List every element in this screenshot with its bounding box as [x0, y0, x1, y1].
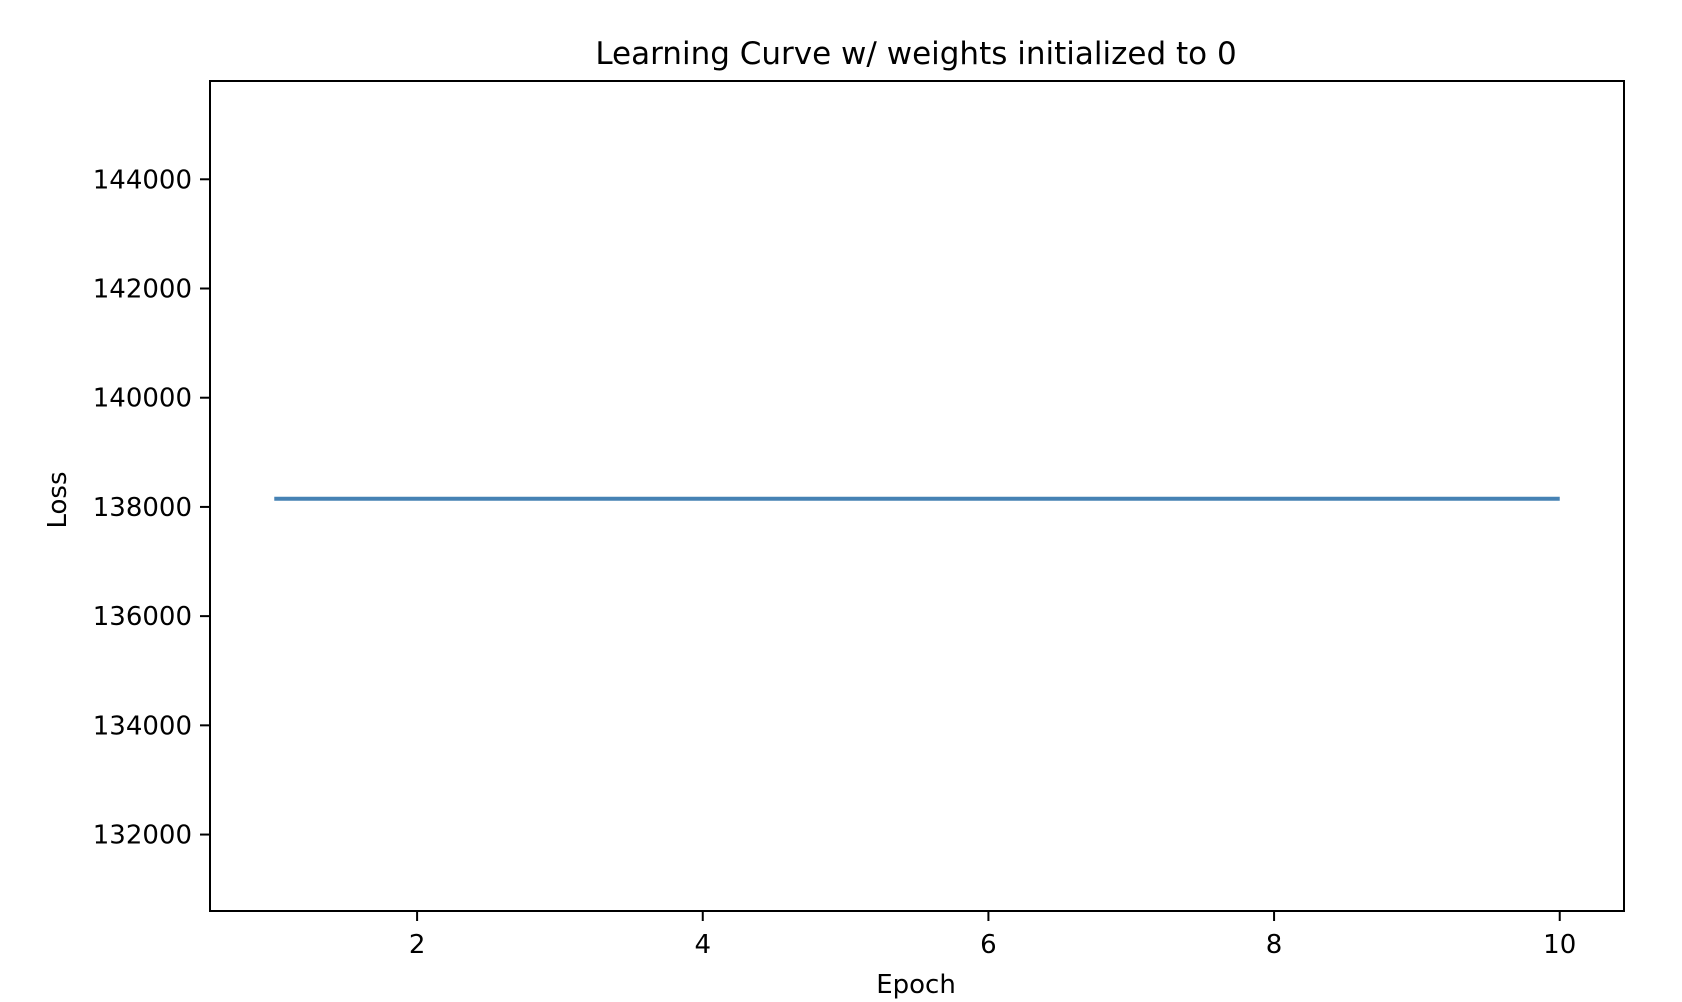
x-tick-label: 8 — [1266, 930, 1283, 960]
y-axis-ticks: 132000 134000 136000 138000 140000 142000 1440… — [93, 165, 210, 851]
x-axis-label: Epoch — [876, 970, 956, 1000]
plot-frame — [209, 80, 1625, 912]
x-tick-label: 6 — [980, 930, 997, 960]
x-tick-label: 10 — [1543, 930, 1576, 960]
x-axis-ticks: 2 4 6 8 10 — [409, 911, 1576, 960]
y-tick-label: 134000 — [93, 711, 192, 741]
y-tick-label: 132000 — [93, 821, 192, 851]
y-tick-label: 142000 — [93, 275, 192, 305]
y-tick-label: 138000 — [93, 493, 192, 523]
y-tick-label: 136000 — [93, 602, 192, 632]
y-axis-label: Loss — [43, 471, 73, 528]
y-tick-label: 140000 — [93, 384, 192, 414]
x-tick-label: 4 — [694, 930, 711, 960]
plot-area — [209, 80, 1625, 912]
x-tick-label: 2 — [409, 930, 426, 960]
y-tick-label: 144000 — [93, 165, 192, 195]
chart-title: Learning Curve w/ weights initialized to… — [595, 36, 1236, 72]
